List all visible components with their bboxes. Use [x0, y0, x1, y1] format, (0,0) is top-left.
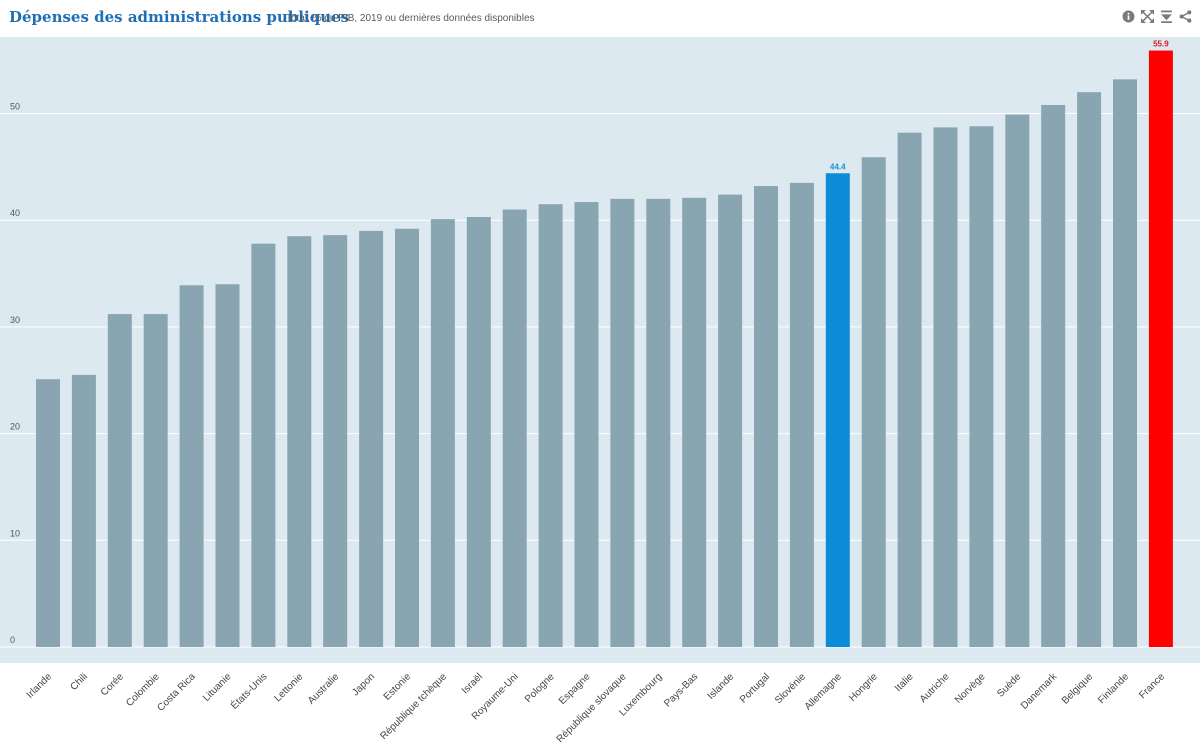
x-tick-label: Norvège: [953, 671, 988, 706]
x-tick-label: Israël: [460, 671, 485, 696]
x-tick-label: Islande: [706, 671, 737, 702]
x-tick-label: Portugal: [738, 671, 772, 705]
x-tick-label: Hongrie: [847, 671, 880, 704]
x-tick-label: République slovaque: [555, 671, 629, 745]
bar: [251, 243, 276, 647]
bar: [861, 157, 886, 647]
expand-icon[interactable]: [1141, 10, 1154, 23]
bar: [825, 173, 850, 647]
x-tick-label: États-Unis: [228, 670, 270, 712]
download-icon[interactable]: [1160, 10, 1173, 23]
x-tick-label: Slovénie: [773, 671, 808, 706]
bar: [646, 198, 671, 648]
info-icon[interactable]: [1122, 10, 1135, 23]
chart-header: Dépenses des administrations publiques T…: [0, 0, 1200, 36]
x-tick-label: Pays-Bas: [662, 671, 700, 709]
x-tick-label: Japon: [350, 671, 377, 698]
bar: [897, 132, 922, 647]
bar: [107, 314, 132, 647]
x-tick-label: Estonie: [382, 671, 414, 703]
bar: [1005, 114, 1030, 647]
chart-title: Dépenses des administrations publiques: [9, 8, 350, 26]
bar: [179, 285, 204, 647]
y-tick-label: 50: [10, 102, 20, 112]
y-tick-label: 20: [10, 422, 20, 432]
bar: [466, 216, 491, 647]
x-tick-label: Finlande: [1096, 671, 1131, 706]
x-tick-label: Espagne: [557, 671, 593, 707]
bar: [71, 374, 96, 647]
x-tick-label: Allemagne: [803, 671, 844, 712]
bar: [754, 186, 778, 647]
bar: [610, 198, 635, 648]
x-tick-label: Danemark: [1019, 671, 1060, 712]
bar: [933, 127, 958, 648]
bar: [395, 228, 419, 647]
x-tick-label: Suède: [995, 671, 1024, 700]
bar: [287, 236, 312, 647]
y-tick-label: 40: [10, 208, 20, 218]
x-tick-label: Italie: [893, 671, 916, 694]
bar-chart: 0 10 20 30 40 50 Irlande Chili CoréeColombieCost…: [0, 37, 1200, 745]
bar: [359, 230, 384, 647]
bar: [215, 284, 240, 647]
x-tick-label: Corée: [99, 671, 126, 698]
x-tick-label: Belgique: [1060, 671, 1096, 707]
bar: [502, 209, 527, 647]
bar: [323, 235, 348, 647]
bar: [538, 204, 563, 647]
bar: [969, 126, 994, 647]
x-tick-label: Lituanie: [201, 671, 234, 704]
bar: [1077, 92, 1102, 647]
bar: [682, 197, 707, 647]
y-tick-label: 30: [10, 315, 20, 325]
y-tick-label: 10: [10, 528, 20, 538]
bar: [430, 219, 455, 647]
bar: [1113, 79, 1137, 647]
bar: [574, 202, 599, 647]
x-tick-label: Chili: [68, 671, 90, 693]
chart-subtitle: Total, % du PIB, 2019 ou dernières donné…: [286, 13, 535, 24]
y-tick-label: 0: [10, 635, 15, 645]
bar: [789, 182, 814, 648]
x-tick-label: France: [1137, 671, 1167, 701]
bar: [718, 194, 743, 648]
x-tick-label: Pologne: [523, 671, 557, 705]
x-tick-label: Colombie: [124, 671, 162, 709]
chart-toolbar: [1122, 10, 1192, 23]
bar: [36, 379, 60, 647]
share-icon[interactable]: [1179, 10, 1192, 23]
bar: [143, 314, 168, 647]
x-tick-label: Autriche: [918, 671, 952, 705]
bar: [1148, 50, 1173, 648]
x-tick-label: République tchèque: [378, 671, 449, 742]
x-tick-label: Irlande: [25, 671, 55, 701]
data-label: 44.4: [830, 162, 846, 171]
data-label: 55.9: [1153, 40, 1169, 49]
x-tick-label: Costa Rica: [155, 671, 198, 714]
bar: [1041, 104, 1066, 648]
x-tick-label: Australie: [306, 671, 342, 707]
x-tick-label: Lettonie: [272, 671, 305, 704]
